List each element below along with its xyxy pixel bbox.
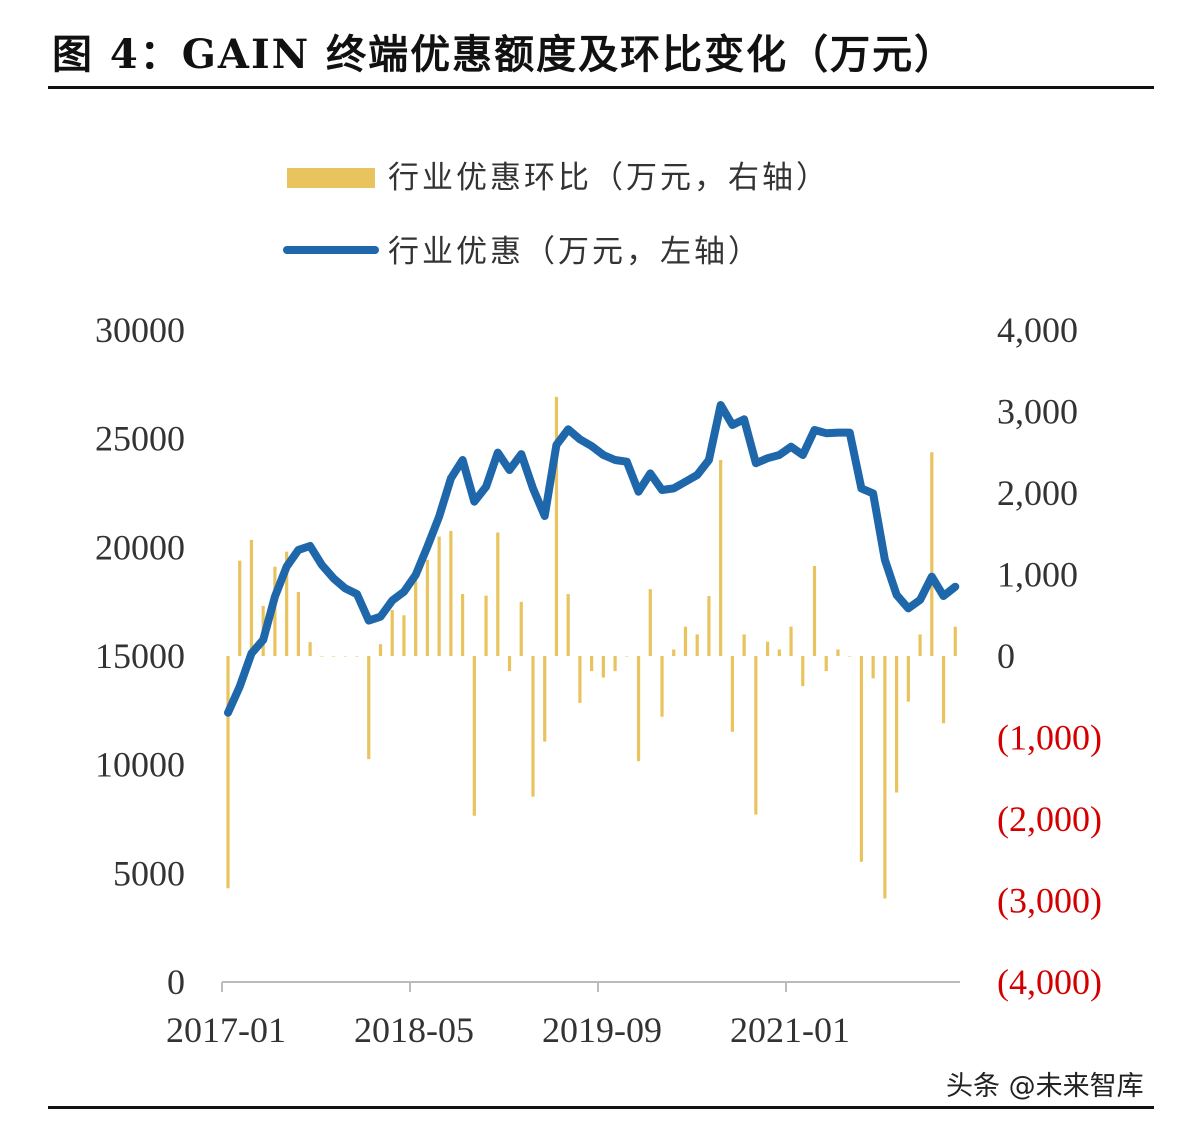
bar-2018-09 xyxy=(461,594,465,656)
bar-2019-05 xyxy=(554,396,559,656)
left-tick-label: 10000 xyxy=(95,745,185,785)
bar-2020-11 xyxy=(765,641,770,656)
legend-bar-swatch xyxy=(287,168,375,188)
axes xyxy=(221,981,960,992)
bar-series xyxy=(226,396,957,899)
x-tick-label: 2021-01 xyxy=(730,1010,850,1050)
bar-2019-02 xyxy=(519,601,523,656)
bar-2018-10 xyxy=(472,656,476,816)
left-tick-label: 15000 xyxy=(95,636,185,676)
bar-2017-06 xyxy=(285,551,289,656)
left-tick-label: 30000 xyxy=(95,310,185,350)
right-tick-label: 0 xyxy=(997,636,1015,676)
bar-2020-10 xyxy=(754,656,758,815)
right-tick-label: (1,000) xyxy=(997,718,1102,758)
bar-2020-03 xyxy=(672,649,676,656)
bar-2017-01 xyxy=(226,656,230,889)
bar-2020-04 xyxy=(683,626,688,656)
bar-2018-01 xyxy=(367,656,371,760)
bar-2021-06 xyxy=(848,656,852,657)
bar-2020-06 xyxy=(707,596,711,656)
bar-2019-01 xyxy=(507,656,512,672)
right-tick-label: (3,000) xyxy=(997,881,1102,921)
bar-2019-09 xyxy=(601,656,605,678)
bar-2019-04 xyxy=(543,656,547,742)
bar-2017-03 xyxy=(249,539,254,656)
right-tick-label: (4,000) xyxy=(997,962,1102,1002)
bar-2020-07 xyxy=(719,459,723,656)
bar-2021-07 xyxy=(859,656,864,862)
bar-2018-08 xyxy=(449,530,453,656)
bar-2022-02 xyxy=(941,656,946,724)
right-tick-label: 4,000 xyxy=(997,310,1078,350)
bar-2021-10 xyxy=(895,656,899,793)
right-tick-label: 3,000 xyxy=(997,392,1078,432)
bar-2020-05 xyxy=(695,634,699,656)
bar-2017-08 xyxy=(308,642,312,656)
bar-2022-03 xyxy=(953,626,957,656)
left-tick-label: 5000 xyxy=(113,853,185,893)
bar-2021-03 xyxy=(812,565,817,656)
bar-2021-05 xyxy=(836,649,840,656)
bar-2020-08 xyxy=(730,656,734,732)
bar-2018-06 xyxy=(425,559,430,656)
legend-bar-label: 行业优惠环比（万元，右轴） xyxy=(388,160,830,196)
x-tick-label: 2017-01 xyxy=(166,1010,286,1050)
tick-labels: 30000 25000 20000 15000 10000 5000 0 4,000 3,000… xyxy=(95,310,1102,1050)
bar-2019-07 xyxy=(578,656,582,703)
bar-2021-12 xyxy=(918,634,922,656)
watermark: 头条 @未来智库 xyxy=(946,1071,1144,1102)
bar-2017-12 xyxy=(355,656,359,657)
bar-2020-01 xyxy=(648,589,652,656)
x-tick-label: 2018-05 xyxy=(354,1010,474,1050)
bar-2019-06 xyxy=(566,594,570,656)
bar-2021-08 xyxy=(871,656,875,679)
bar-2018-11 xyxy=(484,595,488,656)
bar-2017-09 xyxy=(320,656,324,657)
bar-2021-01 xyxy=(789,626,793,656)
bar-2017-02 xyxy=(238,560,242,656)
bar-2018-05 xyxy=(414,579,418,656)
bar-2021-09 xyxy=(883,656,887,899)
bar-2021-11 xyxy=(906,656,910,702)
bar-2017-11 xyxy=(343,656,347,657)
bar-2018-07 xyxy=(437,536,441,656)
bar-2021-04 xyxy=(824,656,828,672)
bar-2019-10 xyxy=(613,656,617,672)
bar-2017-10 xyxy=(331,656,336,657)
bar-2019-08 xyxy=(590,656,594,672)
legend: 行业优惠环比（万元，右轴） 行业优惠（万元，左轴） xyxy=(283,160,830,270)
right-tick-label: 1,000 xyxy=(997,555,1078,595)
bar-2018-04 xyxy=(402,615,406,656)
bar-2022-01 xyxy=(930,452,934,656)
bar-2020-12 xyxy=(777,649,781,656)
bar-2019-11 xyxy=(625,656,629,657)
bar-2017-07 xyxy=(296,592,300,656)
right-tick-label: (2,000) xyxy=(997,799,1102,839)
bottom-rule xyxy=(48,1106,1154,1109)
bar-2019-12 xyxy=(636,656,641,762)
bar-2018-02 xyxy=(378,644,383,656)
top-rule xyxy=(48,86,1154,89)
bar-2020-02 xyxy=(660,656,664,717)
bar-2018-03 xyxy=(390,609,394,656)
left-tick-label: 25000 xyxy=(95,419,185,459)
left-tick-label: 0 xyxy=(167,962,185,1002)
figure-title: 图 4：GAIN 终端优惠额度及环比变化（万元） xyxy=(52,31,957,78)
bar-2020-09 xyxy=(742,634,746,656)
x-tick-label: 2019-09 xyxy=(542,1010,662,1050)
bar-2021-02 xyxy=(801,656,805,687)
left-tick-label: 20000 xyxy=(95,527,185,567)
legend-line-label: 行业优惠（万元，左轴） xyxy=(388,234,762,270)
line-series xyxy=(224,401,960,717)
right-tick-label: 2,000 xyxy=(997,473,1078,513)
bar-2019-03 xyxy=(531,656,535,797)
bar-2018-12 xyxy=(496,532,500,656)
